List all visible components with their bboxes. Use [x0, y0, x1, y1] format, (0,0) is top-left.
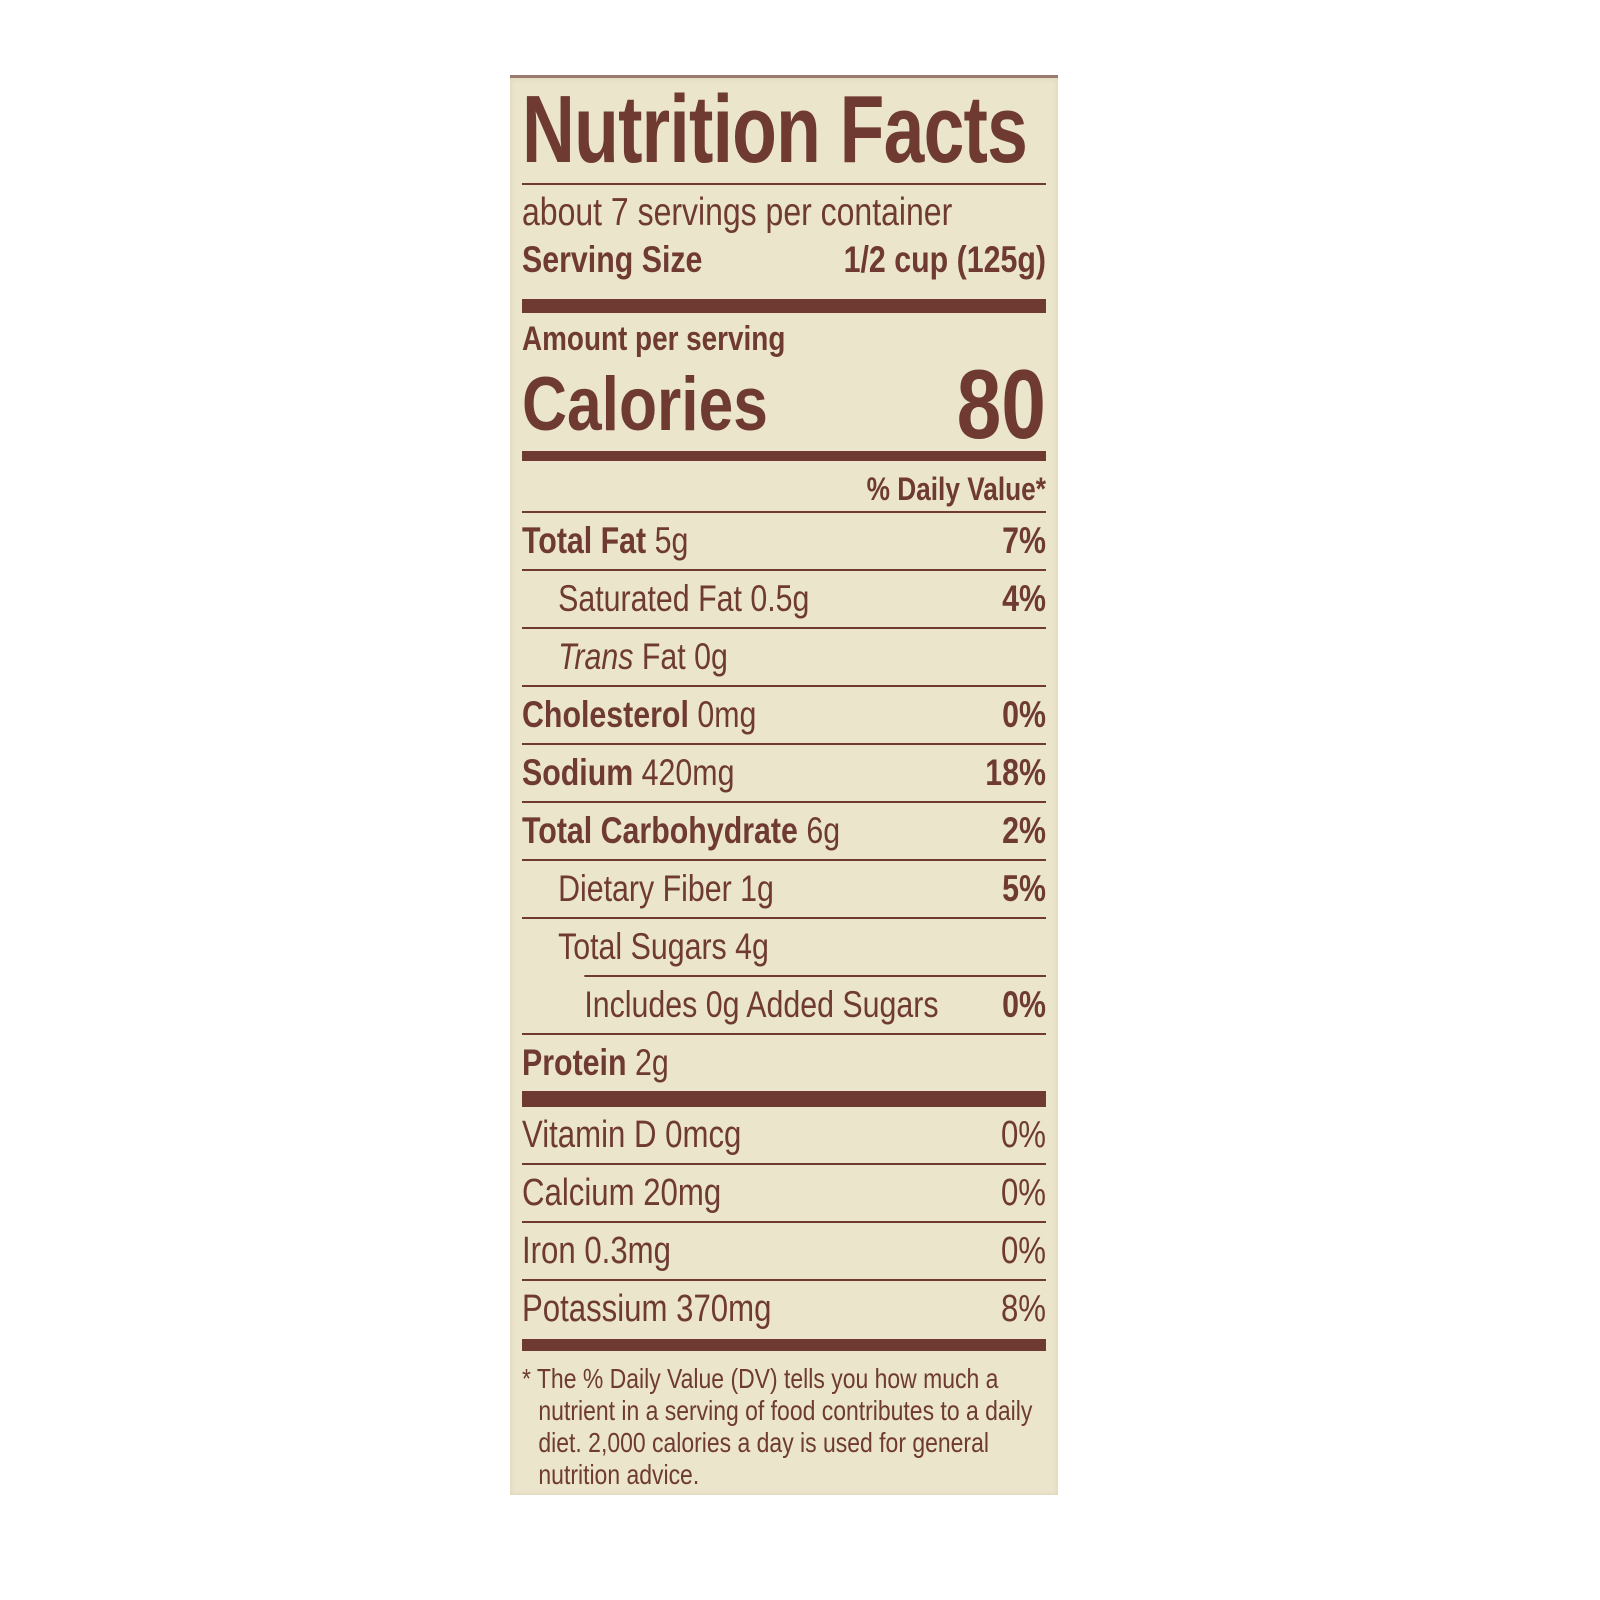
- servings-per-container: about 7 servings per container: [522, 191, 953, 234]
- nutrient-dv: 2%: [1002, 810, 1046, 851]
- nutrient-row-added-sugars: Includes 0g Added Sugars 0%: [522, 977, 1046, 1035]
- nutrient-dv: 18%: [985, 752, 1046, 793]
- daily-value-header: % Daily Value*: [866, 471, 1046, 507]
- vitamin-dv: 0%: [1000, 1229, 1046, 1272]
- nutrient-name: Dietary Fiber: [558, 868, 732, 909]
- nutrient-row-protein: Protein 2g: [522, 1035, 1046, 1091]
- vitamin-dv: 0%: [1000, 1113, 1046, 1156]
- nutrient-amount: 1g: [740, 868, 774, 909]
- divider: [522, 511, 1046, 513]
- calories-row: Calories 80: [522, 349, 1046, 459]
- nutrient-name: Includes 0g Added Sugars: [584, 984, 939, 1025]
- nutrient-name: Sodium: [522, 752, 634, 793]
- nutrient-amount: 420mg: [641, 752, 735, 793]
- nutrient-row-total-sugars: Total Sugars 4g: [522, 919, 1046, 975]
- thick-divider: [522, 299, 1046, 313]
- calories-value: 80: [956, 348, 1046, 459]
- nutrient-name: Total Carbohydrate: [522, 810, 798, 851]
- nutrient-dv: 5%: [1002, 868, 1046, 909]
- daily-value-footnote: * The % Daily Value (DV) tells you how m…: [522, 1363, 1033, 1490]
- nutrient-name: Saturated Fat: [558, 578, 742, 619]
- nutrient-row-dietary-fiber: Dietary Fiber 1g 5%: [522, 861, 1046, 919]
- vitamin-dv: 8%: [1000, 1287, 1046, 1330]
- nutrient-row-cholesterol: Cholesterol 0mg 0%: [522, 687, 1046, 745]
- thick-divider: [522, 1339, 1046, 1351]
- nutrient-dv: 0%: [1002, 984, 1046, 1025]
- nutrient-name-italic: Trans: [558, 636, 634, 677]
- nutrient-amount: 5g: [654, 520, 689, 561]
- nutrient-row-total-carbohydrate: Total Carbohydrate 6g 2%: [522, 803, 1046, 861]
- vitamin-text: Calcium 20mg: [522, 1171, 722, 1214]
- vitamin-text: Potassium 370mg: [522, 1287, 772, 1330]
- vitamin-dv: 0%: [1000, 1171, 1046, 1214]
- divider: [522, 183, 1046, 185]
- nutrient-amount: 2g: [634, 1042, 669, 1083]
- label-title: Nutrition Facts: [522, 76, 1028, 183]
- nutrient-amount: 0.5g: [750, 578, 810, 619]
- vitamin-row-calcium: Calcium 20mg 0%: [522, 1165, 1046, 1223]
- vitamin-row-potassium: Potassium 370mg 8%: [522, 1281, 1046, 1337]
- medium-divider: [522, 451, 1046, 461]
- nutrient-dv: 4%: [1002, 578, 1046, 619]
- divider: [584, 975, 1046, 977]
- vitamin-row-vitamin-d: Vitamin D 0mcg 0%: [522, 1107, 1046, 1165]
- nutrient-dv: 0%: [1002, 694, 1046, 735]
- amount-per-serving: Amount per serving: [522, 320, 786, 358]
- nutrient-row-sodium: Sodium 420mg 18%: [522, 745, 1046, 803]
- nutrient-amount: 6g: [806, 810, 841, 851]
- vitamin-row-iron: Iron 0.3mg 0%: [522, 1223, 1046, 1281]
- serving-size-value: 1/2 cup (125g): [843, 239, 1046, 280]
- nutrient-amount: 0g: [694, 636, 728, 677]
- nutrient-name: Total Sugars: [558, 926, 727, 967]
- nutrient-name: Total Fat: [522, 520, 647, 561]
- nutrient-row-total-fat: Total Fat 5g 7%: [522, 513, 1046, 571]
- serving-size-label: Serving Size: [522, 239, 703, 280]
- nutrient-name: Cholesterol: [522, 694, 689, 735]
- serving-size-row: Serving Size 1/2 cup (125g): [522, 235, 1046, 287]
- nutrient-name: Fat: [641, 636, 686, 677]
- nutrient-row-saturated-fat: Saturated Fat 0.5g 4%: [522, 571, 1046, 629]
- vitamin-text: Vitamin D 0mcg: [522, 1113, 742, 1156]
- nutrient-dv: 7%: [1002, 520, 1046, 561]
- nutrient-name: Protein: [522, 1042, 627, 1083]
- nutrition-facts-label: Nutrition Facts about 7 servings per con…: [510, 75, 1058, 1495]
- nutrient-amount: 0mg: [697, 694, 757, 735]
- calories-label: Calories: [522, 361, 768, 447]
- thick-divider: [522, 1091, 1046, 1107]
- vitamin-text: Iron 0.3mg: [522, 1229, 671, 1272]
- nutrient-amount: 4g: [735, 926, 769, 967]
- nutrient-row-trans-fat: Trans Fat 0g: [522, 629, 1046, 687]
